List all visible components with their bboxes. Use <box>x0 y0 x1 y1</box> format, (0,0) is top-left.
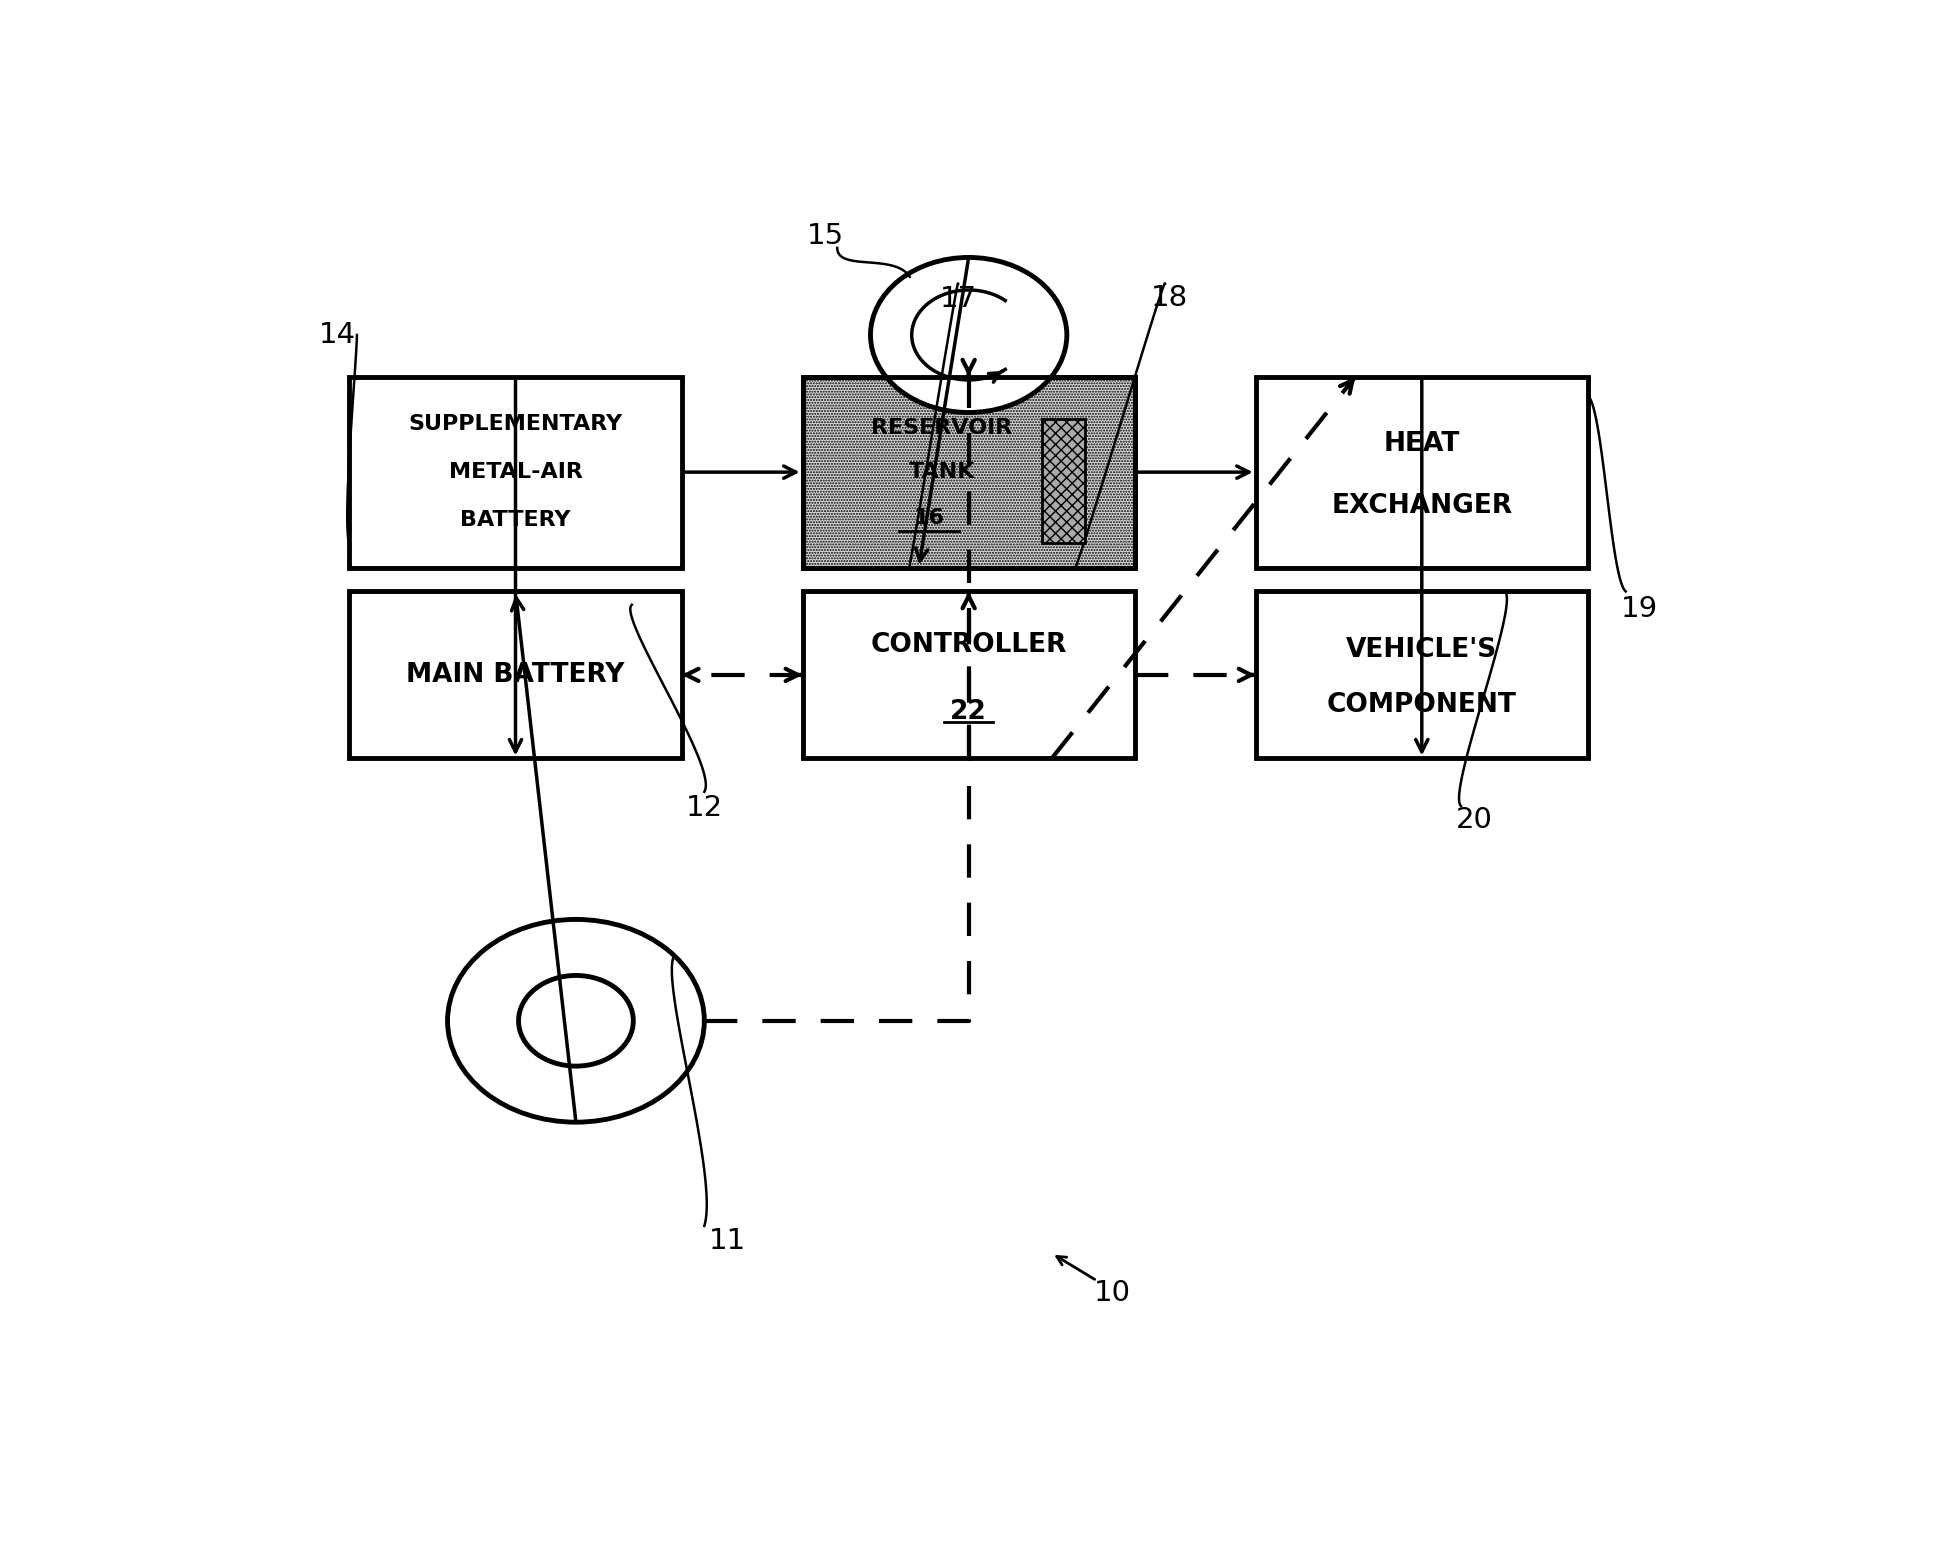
Text: 17: 17 <box>939 285 976 313</box>
Text: CONTROLLER: CONTROLLER <box>871 632 1066 658</box>
Bar <box>1255 592 1588 759</box>
Text: TANK: TANK <box>908 462 974 482</box>
Text: 18: 18 <box>1151 283 1188 311</box>
Text: 14: 14 <box>319 321 356 349</box>
Text: 12: 12 <box>686 795 723 823</box>
Bar <box>1042 418 1085 542</box>
Bar <box>349 376 682 567</box>
Circle shape <box>518 976 633 1066</box>
Text: 19: 19 <box>1621 595 1658 623</box>
Bar <box>803 376 1134 567</box>
Text: COMPONENT: COMPONENT <box>1327 692 1516 717</box>
Text: RESERVOIR: RESERVOIR <box>871 418 1013 438</box>
Text: 20: 20 <box>1455 807 1492 835</box>
Text: BATTERY: BATTERY <box>460 510 571 530</box>
Circle shape <box>448 920 703 1121</box>
Text: 15: 15 <box>806 222 843 249</box>
Text: VEHICLE'S: VEHICLE'S <box>1346 637 1496 663</box>
Text: EXCHANGER: EXCHANGER <box>1330 494 1512 519</box>
Bar <box>1255 376 1588 567</box>
Text: 16: 16 <box>914 508 943 528</box>
Bar <box>803 376 1134 567</box>
Circle shape <box>871 257 1066 412</box>
Text: METAL-AIR: METAL-AIR <box>448 462 582 482</box>
Text: MAIN BATTERY: MAIN BATTERY <box>405 661 625 688</box>
Text: 11: 11 <box>707 1227 746 1255</box>
Text: HEAT: HEAT <box>1383 431 1459 457</box>
Text: 22: 22 <box>951 699 986 725</box>
Text: 10: 10 <box>1093 1279 1130 1307</box>
Bar <box>349 592 682 759</box>
Bar <box>803 592 1134 759</box>
Text: SUPPLEMENTARY: SUPPLEMENTARY <box>409 415 621 434</box>
